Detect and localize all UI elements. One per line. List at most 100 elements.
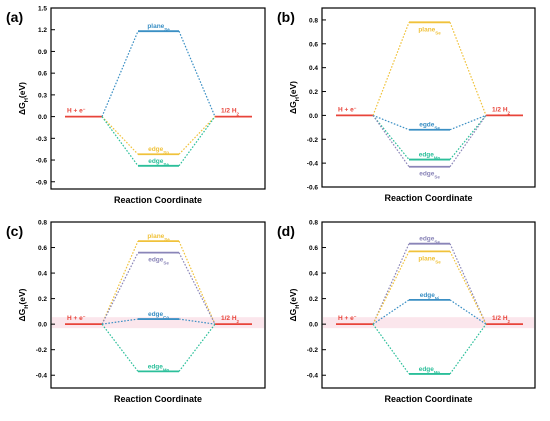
level-label: edgeMo [148,363,170,372]
y-tick-label: 0.2 [309,89,318,96]
level-label-sub: Mo [434,369,441,374]
level-label-main: edge [148,146,164,153]
initial-state-label: H + e− [67,314,86,323]
final-state-label-main: 1/2 H [221,108,237,115]
level-label: planeSe [418,26,441,35]
level-label-main: egde [419,122,435,129]
initial-state-label-main: H + e [338,315,354,322]
y-axis-label-main: ΔG [17,308,27,321]
level-label-sub: Se [163,260,169,265]
final-state-label: 1/2 H2 [492,106,511,115]
y-axis-label-tail: (eV) [17,82,27,98]
final-state-label-sub: 2 [508,110,511,115]
connector-left [372,323,410,375]
level-label: edgeSe [419,236,440,245]
y-tick-label: -0.2 [307,137,319,144]
level-label-main: edge [419,236,435,243]
initial-state-label-sup: − [354,105,357,110]
level-label: edgeSn [148,146,169,155]
series-edge-Mo: edgeMo [372,115,487,161]
panel-b: -0.6 -0.4 -0.2 0.0 0.2 0.4 0.6 0.8 ΔGH(eV) Reacti… [277,7,536,203]
x-axis-label: Reaction Coordinate [384,394,472,404]
series-edge-Mo: edgeMo [372,323,487,375]
series-edge-Se: edgeSe [101,116,216,167]
connector-right [449,115,487,168]
level-label-main: plane [147,233,164,240]
y-tick-label: 0.0 [38,114,47,121]
level-label: planeSe [147,233,170,242]
connector-left [372,115,410,160]
plot-frame [50,7,266,190]
connector-right [449,114,487,131]
level-label: egdeSe [419,122,440,131]
y-tick-label: 0.6 [309,41,318,48]
y-tick-label: -0.4 [307,161,319,168]
level-label: edgeSe [148,257,169,266]
level-label-sub: Sn [163,150,169,155]
y-tick-label: 0.0 [38,322,47,329]
connector-left [372,22,410,116]
level-label-sub: Se [435,30,441,35]
final-state-label: 1/2 H2 [221,108,240,117]
level-label-sub: Se [434,125,440,130]
level-label-main: plane [147,23,164,30]
y-tick-label: -0.3 [36,136,48,143]
level-label-sub: Se [434,239,440,244]
y-tick-label: -0.2 [36,347,48,354]
initial-state-label-main: H + e [67,108,83,115]
level-label-sub: Ni [435,295,439,300]
level-label: planeSe [418,255,441,264]
level-label-main: edge [148,158,164,165]
y-axis-label-main: ΔG [17,102,27,115]
level-label-sub: Mo [163,367,170,372]
initial-state-label-main: H + e [338,106,354,113]
y-tick-label: 0.6 [38,245,47,252]
initial-state-label-sup: − [354,314,357,319]
series-egde-Se: egdeSe [372,114,487,131]
connector-right [178,323,216,372]
level-label: edgeCo [148,311,169,320]
connector-left [372,251,410,325]
y-tick-label: 0.0 [309,322,318,329]
connector-right [449,299,487,325]
connector-left [101,318,139,325]
y-tick-label: -0.4 [307,373,319,380]
panel-label: (d) [277,223,295,239]
series-edge-Ni: edgeNi [372,292,487,325]
final-state-label-main: 1/2 H [221,315,237,322]
level-label-sub: Se [435,259,441,264]
connector-right [449,22,487,116]
series-plane-Se: planeSe [101,23,216,117]
initial-state-label-main: H + e [67,315,83,322]
final-state-label: 1/2 H2 [221,315,240,324]
y-axis-label-sub: H [295,305,301,309]
y-tick-label: 1.2 [38,27,47,34]
panel-d: -0.4 -0.2 0.0 0.2 0.4 0.6 0.8 ΔGH(eV) Reaction C… [277,220,536,404]
initial-state-label: H + e− [338,314,357,323]
plot-frame [321,7,536,188]
level-label: edgeMo [419,152,441,161]
y-tick-label: 0.2 [38,296,47,303]
initial-state-label: H + e− [338,105,357,114]
zero-band [323,317,534,329]
y-tick-label: 1.5 [38,6,47,13]
y-tick-label: -0.6 [36,158,48,165]
panel-a: -0.9 -0.6 -0.3 0.0 0.3 0.6 0.9 1.2 1.5 ΔGH(eV) Rea… [6,6,266,205]
y-axis-label-sub: H [24,98,30,102]
level-label-sub: Mo [434,155,441,160]
level-label: edgeSe [419,171,440,180]
final-state-label-sub: 2 [508,319,511,324]
series-edge-Co: edgeCo [101,311,216,325]
connector-right [178,252,216,325]
level-label: planeSe [147,23,170,32]
y-tick-label: 0.4 [38,271,47,278]
y-axis-label-sub: H [24,305,30,309]
series-edge-Se: edgeSe [101,251,216,325]
y-axis-label: ΔGH(eV) [17,288,30,321]
plot-frame [321,221,536,389]
series-edge-Se: edge Se [372,115,487,180]
y-tick-label: -0.6 [307,185,319,192]
series-plane-Se: plane Se [101,233,216,325]
level-label-main: edge [419,152,435,159]
panel-label: (a) [6,9,23,25]
